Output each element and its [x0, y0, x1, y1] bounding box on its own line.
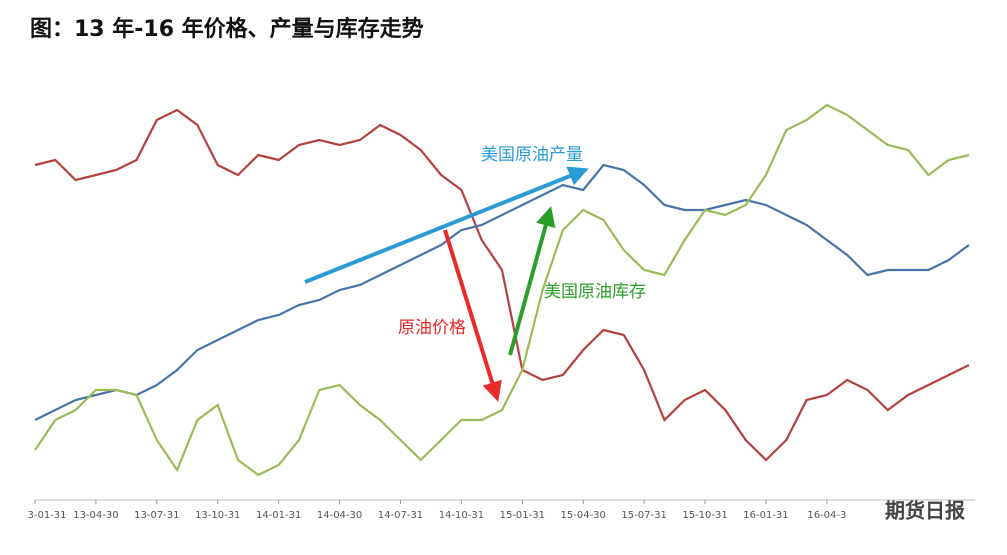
- series-label: 美国原油库存: [544, 282, 646, 302]
- x-tick-label: 15-10-31: [682, 510, 727, 521]
- x-tick-label: 15-01-31: [500, 510, 545, 521]
- x-tick-label: 13-04-30: [73, 510, 118, 521]
- arrow: [443, 229, 502, 402]
- x-tick-label: 3-01-31: [27, 510, 66, 521]
- x-tick-label: 14-01-31: [256, 510, 301, 521]
- x-tick-label: 15-07-31: [621, 510, 666, 521]
- x-tick-label: 13-10-31: [195, 510, 240, 521]
- x-tick-label: 13-07-31: [134, 510, 179, 521]
- series-label: 原油价格: [398, 318, 466, 338]
- watermark: 期货日报: [885, 499, 965, 523]
- arrow: [508, 206, 556, 356]
- arrow: [304, 166, 589, 284]
- x-tick-label: 16-04-3: [807, 510, 846, 521]
- x-tick-label: 14-07-31: [378, 510, 423, 521]
- x-tick-label: 16-01-31: [743, 510, 788, 521]
- series-line: [34, 108, 970, 462]
- x-tick-label: 15-04-30: [561, 510, 606, 521]
- series-line: [34, 163, 970, 421]
- series-line: [34, 103, 970, 477]
- chart-title: 图：13 年-16 年价格、产量与库存走势: [30, 16, 424, 42]
- x-tick-label: 14-10-31: [439, 510, 484, 521]
- x-tick-label: 14-04-30: [317, 510, 362, 521]
- series-label: 美国原油产量: [481, 145, 583, 165]
